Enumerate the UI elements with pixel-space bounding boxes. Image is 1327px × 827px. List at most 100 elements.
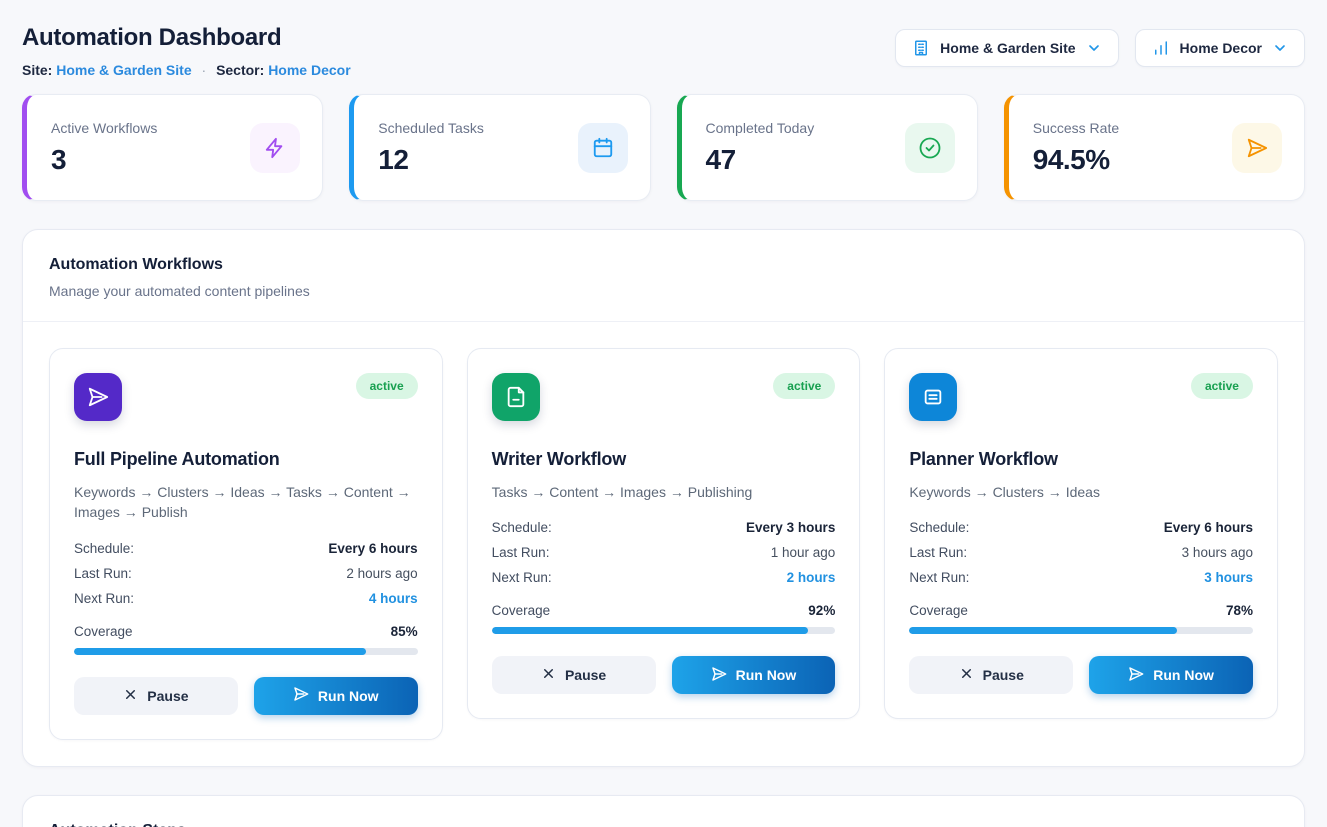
- workflow-name: Writer Workflow: [491, 449, 627, 469]
- site-selector-value: Home & Garden Site: [940, 40, 1076, 56]
- last-run-row: Last Run: 1 hour ago: [492, 545, 836, 560]
- coverage-progress-bar: [909, 627, 1253, 635]
- stat-label: Scheduled Tasks: [378, 119, 484, 136]
- last-run-label: Last Run:: [74, 565, 132, 581]
- send-icon: [711, 666, 727, 685]
- coverage-label: Coverage: [74, 623, 133, 639]
- schedule-row: Schedule: Every 3 hours: [492, 520, 836, 535]
- stat-value: 47: [705, 143, 737, 175]
- coverage-value: 92%: [808, 603, 836, 619]
- pause-button-label: Pause: [982, 667, 1024, 684]
- run-now-button-label: Run Now: [317, 687, 379, 704]
- steps-title: Automation Steps: [49, 822, 1278, 827]
- header-left: Automation Dashboard Site: Home & Garden…: [22, 24, 351, 78]
- workflow-actions: Pause Run Now: [74, 676, 418, 715]
- site-label: Site:: [22, 62, 53, 78]
- steps-panel: Automation Steps Configure which steps a…: [22, 794, 1305, 827]
- stat-card-active-workflows: Active Workflows 3: [22, 94, 324, 201]
- coverage-block: Coverage 92%: [491, 603, 836, 635]
- run-now-button[interactable]: Run Now: [671, 656, 836, 695]
- bar-chart-icon: [1152, 39, 1170, 57]
- steps-panel-header: Automation Steps Configure which steps a…: [23, 796, 1304, 827]
- workflow-cards-grid: active Full Pipeline Automation Keywords…: [49, 348, 1278, 740]
- last-run-row: Last Run: 3 hours ago: [909, 545, 1253, 560]
- check-circle-icon: [904, 122, 955, 173]
- site-selector-dropdown[interactable]: Home & Garden Site: [895, 29, 1119, 67]
- sector-label: Sector:: [216, 62, 265, 78]
- last-run-value: 2 hours ago: [346, 565, 418, 581]
- workflow-card-planner: active Planner Workflow Keywords → Clust…: [884, 348, 1278, 720]
- coverage-progress-fill: [909, 627, 1178, 635]
- coverage-label: Coverage: [491, 603, 551, 619]
- workflows-panel: Automation Workflows Manage your automat…: [22, 229, 1305, 767]
- chevron-down-icon: [1086, 40, 1102, 56]
- site-link[interactable]: Home & Garden Site: [56, 62, 192, 78]
- workflow-pipeline: Tasks → Content → Images → Publishing: [491, 484, 753, 500]
- workflow-pipeline: Keywords → Clusters → Ideas → Tasks → Co…: [74, 484, 411, 521]
- sector-selector-dropdown[interactable]: Home Decor: [1134, 29, 1305, 67]
- workflows-title: Automation Workflows: [49, 256, 223, 273]
- next-run-label: Next Run:: [909, 570, 970, 586]
- x-icon: [123, 687, 138, 705]
- x-icon: [959, 666, 974, 684]
- workflow-card-top: active: [491, 373, 836, 421]
- send-icon: [293, 686, 309, 705]
- stat-card-scheduled-tasks: Scheduled Tasks 12: [349, 94, 651, 201]
- coverage-value: 85%: [390, 623, 418, 639]
- schedule-value: Every 6 hours: [1163, 520, 1253, 536]
- next-run-value: 3 hours: [1204, 570, 1253, 586]
- stat-text: Active Workflows 3: [51, 120, 157, 176]
- calendar-icon: [577, 122, 628, 173]
- workflow-actions: Pause Run Now: [491, 656, 836, 695]
- stat-text: Scheduled Tasks 12: [378, 120, 484, 176]
- workflow-details: Schedule: Every 6 hours Last Run: 2 hour…: [74, 541, 418, 606]
- schedule-label: Schedule:: [491, 520, 552, 536]
- schedule-label: Schedule:: [74, 540, 135, 556]
- next-run-value: 4 hours: [368, 590, 418, 606]
- stats-row: Active Workflows 3 Scheduled Tasks 12 Co…: [22, 94, 1305, 201]
- last-run-label: Last Run:: [909, 545, 968, 561]
- workflow-details: Schedule: Every 6 hours Last Run: 3 hour…: [909, 520, 1253, 585]
- chevron-down-icon: [1272, 40, 1288, 56]
- sector-selector-value: Home Decor: [1179, 40, 1262, 56]
- coverage-progress-bar: [491, 627, 836, 635]
- stat-value: 94.5%: [1032, 143, 1110, 175]
- status-badge: active: [773, 373, 836, 399]
- pause-button-label: Pause: [147, 687, 189, 704]
- sector-link[interactable]: Home Decor: [268, 62, 351, 78]
- next-run-label: Next Run:: [74, 590, 135, 606]
- next-run-row: Next Run: 4 hours: [74, 591, 418, 606]
- run-now-button[interactable]: Run Now: [1089, 656, 1253, 695]
- next-run-row: Next Run: 3 hours: [909, 570, 1253, 585]
- run-now-button-label: Run Now: [735, 667, 797, 684]
- building-icon: [912, 39, 930, 57]
- coverage-value: 78%: [1225, 603, 1253, 619]
- last-run-value: 3 hours ago: [1181, 545, 1253, 561]
- stat-label: Success Rate: [1032, 119, 1120, 136]
- next-run-value: 2 hours: [786, 570, 836, 586]
- pause-button[interactable]: Pause: [909, 656, 1074, 695]
- coverage-label: Coverage: [909, 603, 968, 619]
- coverage-block: Coverage 85%: [74, 624, 418, 655]
- stat-card-completed-today: Completed Today 47: [676, 94, 978, 201]
- schedule-value: Every 6 hours: [328, 540, 418, 556]
- next-run-label: Next Run:: [491, 570, 552, 586]
- next-run-row: Next Run: 2 hours: [492, 570, 836, 585]
- workflow-card-full-pipeline: active Full Pipeline Automation Keywords…: [49, 348, 443, 740]
- pause-button[interactable]: Pause: [491, 656, 656, 695]
- header-selectors: Home & Garden Site Home Decor: [895, 29, 1305, 67]
- separator-dot: ·: [201, 62, 207, 78]
- schedule-value: Every 3 hours: [746, 520, 836, 536]
- last-run-row: Last Run: 2 hours ago: [74, 566, 418, 581]
- workflow-name: Planner Workflow: [909, 449, 1058, 469]
- page-title: Automation Dashboard: [22, 24, 282, 51]
- breadcrumb: Site: Home & Garden Site · Sector: Home …: [22, 62, 351, 78]
- stat-label: Completed Today: [705, 119, 815, 136]
- workflows-panel-header: Automation Workflows Manage your automat…: [23, 230, 1304, 322]
- coverage-progress-fill: [74, 647, 367, 655]
- pause-button[interactable]: Pause: [74, 676, 238, 715]
- pause-button-label: Pause: [564, 667, 607, 684]
- send-icon: [1128, 666, 1144, 685]
- stat-text: Success Rate 94.5%: [1033, 120, 1119, 176]
- run-now-button[interactable]: Run Now: [253, 676, 418, 715]
